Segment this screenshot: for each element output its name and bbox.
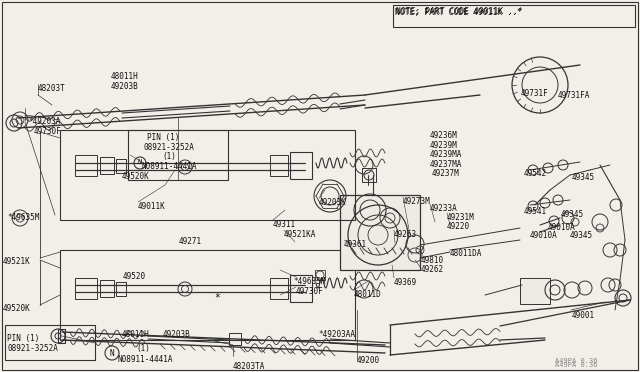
Text: 49203B: 49203B — [163, 330, 191, 339]
Text: 49369: 49369 — [394, 278, 417, 287]
Circle shape — [105, 346, 119, 360]
Bar — [520, 278, 550, 304]
Text: PIN (1): PIN (1) — [7, 334, 40, 343]
Text: 49239M: 49239M — [430, 141, 458, 150]
Bar — [60, 250, 355, 340]
Text: 48011H: 48011H — [111, 72, 139, 81]
Text: 48203TA: 48203TA — [233, 362, 266, 371]
Text: NOTE; PART CODE 49011K ..*: NOTE; PART CODE 49011K ..* — [396, 7, 523, 16]
Text: 49273M: 49273M — [403, 197, 431, 206]
Bar — [75, 278, 97, 299]
Text: *: * — [214, 293, 220, 303]
Bar — [290, 275, 312, 302]
Text: 49011K: 49011K — [138, 202, 166, 211]
Text: 49361: 49361 — [344, 240, 367, 249]
Bar — [100, 280, 114, 297]
Text: 49271: 49271 — [179, 237, 202, 246]
Text: 49263: 49263 — [394, 230, 417, 239]
Text: (1): (1) — [136, 344, 150, 353]
Bar — [270, 155, 288, 176]
Text: 49541: 49541 — [524, 207, 547, 216]
Text: 49345: 49345 — [561, 210, 584, 219]
Text: 49520: 49520 — [123, 272, 146, 281]
Bar — [270, 278, 288, 299]
Text: 49262: 49262 — [421, 265, 444, 274]
Circle shape — [134, 157, 146, 169]
Text: 49203B: 49203B — [111, 82, 139, 91]
Bar — [340, 195, 420, 270]
Text: 49520K: 49520K — [3, 304, 31, 313]
Text: 49810: 49810 — [421, 256, 444, 265]
Text: *49635M: *49635M — [7, 213, 40, 222]
Text: 49345: 49345 — [570, 231, 593, 240]
Bar — [362, 168, 376, 182]
Bar — [290, 152, 312, 179]
Text: *49203A: *49203A — [28, 117, 60, 126]
Text: A49PA 0.36: A49PA 0.36 — [555, 358, 598, 364]
Bar — [393, 5, 635, 27]
Text: 49521K: 49521K — [3, 257, 31, 266]
Text: 49001: 49001 — [572, 311, 595, 320]
Text: 49542: 49542 — [524, 169, 547, 178]
Text: N08911-4441A: N08911-4441A — [118, 355, 173, 364]
Text: N: N — [109, 349, 114, 358]
Text: 49731F: 49731F — [521, 89, 548, 98]
Text: 49010A: 49010A — [530, 231, 557, 240]
Text: (1): (1) — [162, 152, 176, 161]
Text: 08921-3252A: 08921-3252A — [7, 344, 58, 353]
Text: 49010A: 49010A — [548, 223, 576, 232]
Text: 49231M: 49231M — [447, 213, 475, 222]
Text: 48011DA: 48011DA — [450, 249, 483, 258]
Bar — [100, 157, 114, 174]
Text: 49520K: 49520K — [122, 172, 150, 181]
Text: N08911-4441A: N08911-4441A — [142, 162, 198, 171]
Text: 49239MA: 49239MA — [430, 150, 462, 159]
Text: 48203T: 48203T — [38, 84, 66, 93]
Bar — [5, 325, 95, 360]
Text: 49311: 49311 — [273, 220, 296, 229]
Text: PIN (1): PIN (1) — [147, 133, 179, 142]
Text: 49521KA: 49521KA — [284, 230, 316, 239]
Text: 49200: 49200 — [357, 356, 380, 365]
Bar — [315, 270, 325, 280]
Text: 49730F: 49730F — [296, 287, 324, 296]
Text: *49635M: *49635M — [293, 277, 325, 286]
Bar — [75, 155, 97, 176]
Text: 49203K: 49203K — [319, 198, 347, 207]
Text: 49236M: 49236M — [430, 131, 458, 140]
Text: 49220: 49220 — [447, 222, 470, 231]
Bar — [128, 130, 228, 180]
Text: 08921-3252A: 08921-3252A — [143, 143, 194, 152]
Bar — [60, 130, 355, 220]
Text: 49731FA: 49731FA — [558, 91, 590, 100]
Text: NOTE; PART CODE 49011K ..*: NOTE; PART CODE 49011K ..* — [395, 8, 522, 17]
Text: *49203AA: *49203AA — [318, 330, 355, 339]
Bar — [116, 159, 126, 173]
Bar — [116, 282, 126, 296]
Text: 49345: 49345 — [572, 173, 595, 182]
Bar — [229, 333, 241, 345]
Text: 49730F: 49730F — [34, 127, 61, 136]
Text: N: N — [137, 159, 141, 165]
Text: 49233A: 49233A — [430, 204, 458, 213]
Text: 49237M: 49237M — [432, 169, 460, 178]
Text: 48011D: 48011D — [354, 290, 381, 299]
Text: 48011H: 48011H — [122, 330, 150, 339]
Text: 49237MA: 49237MA — [430, 160, 462, 169]
Text: A49PA 0.36: A49PA 0.36 — [555, 362, 598, 368]
